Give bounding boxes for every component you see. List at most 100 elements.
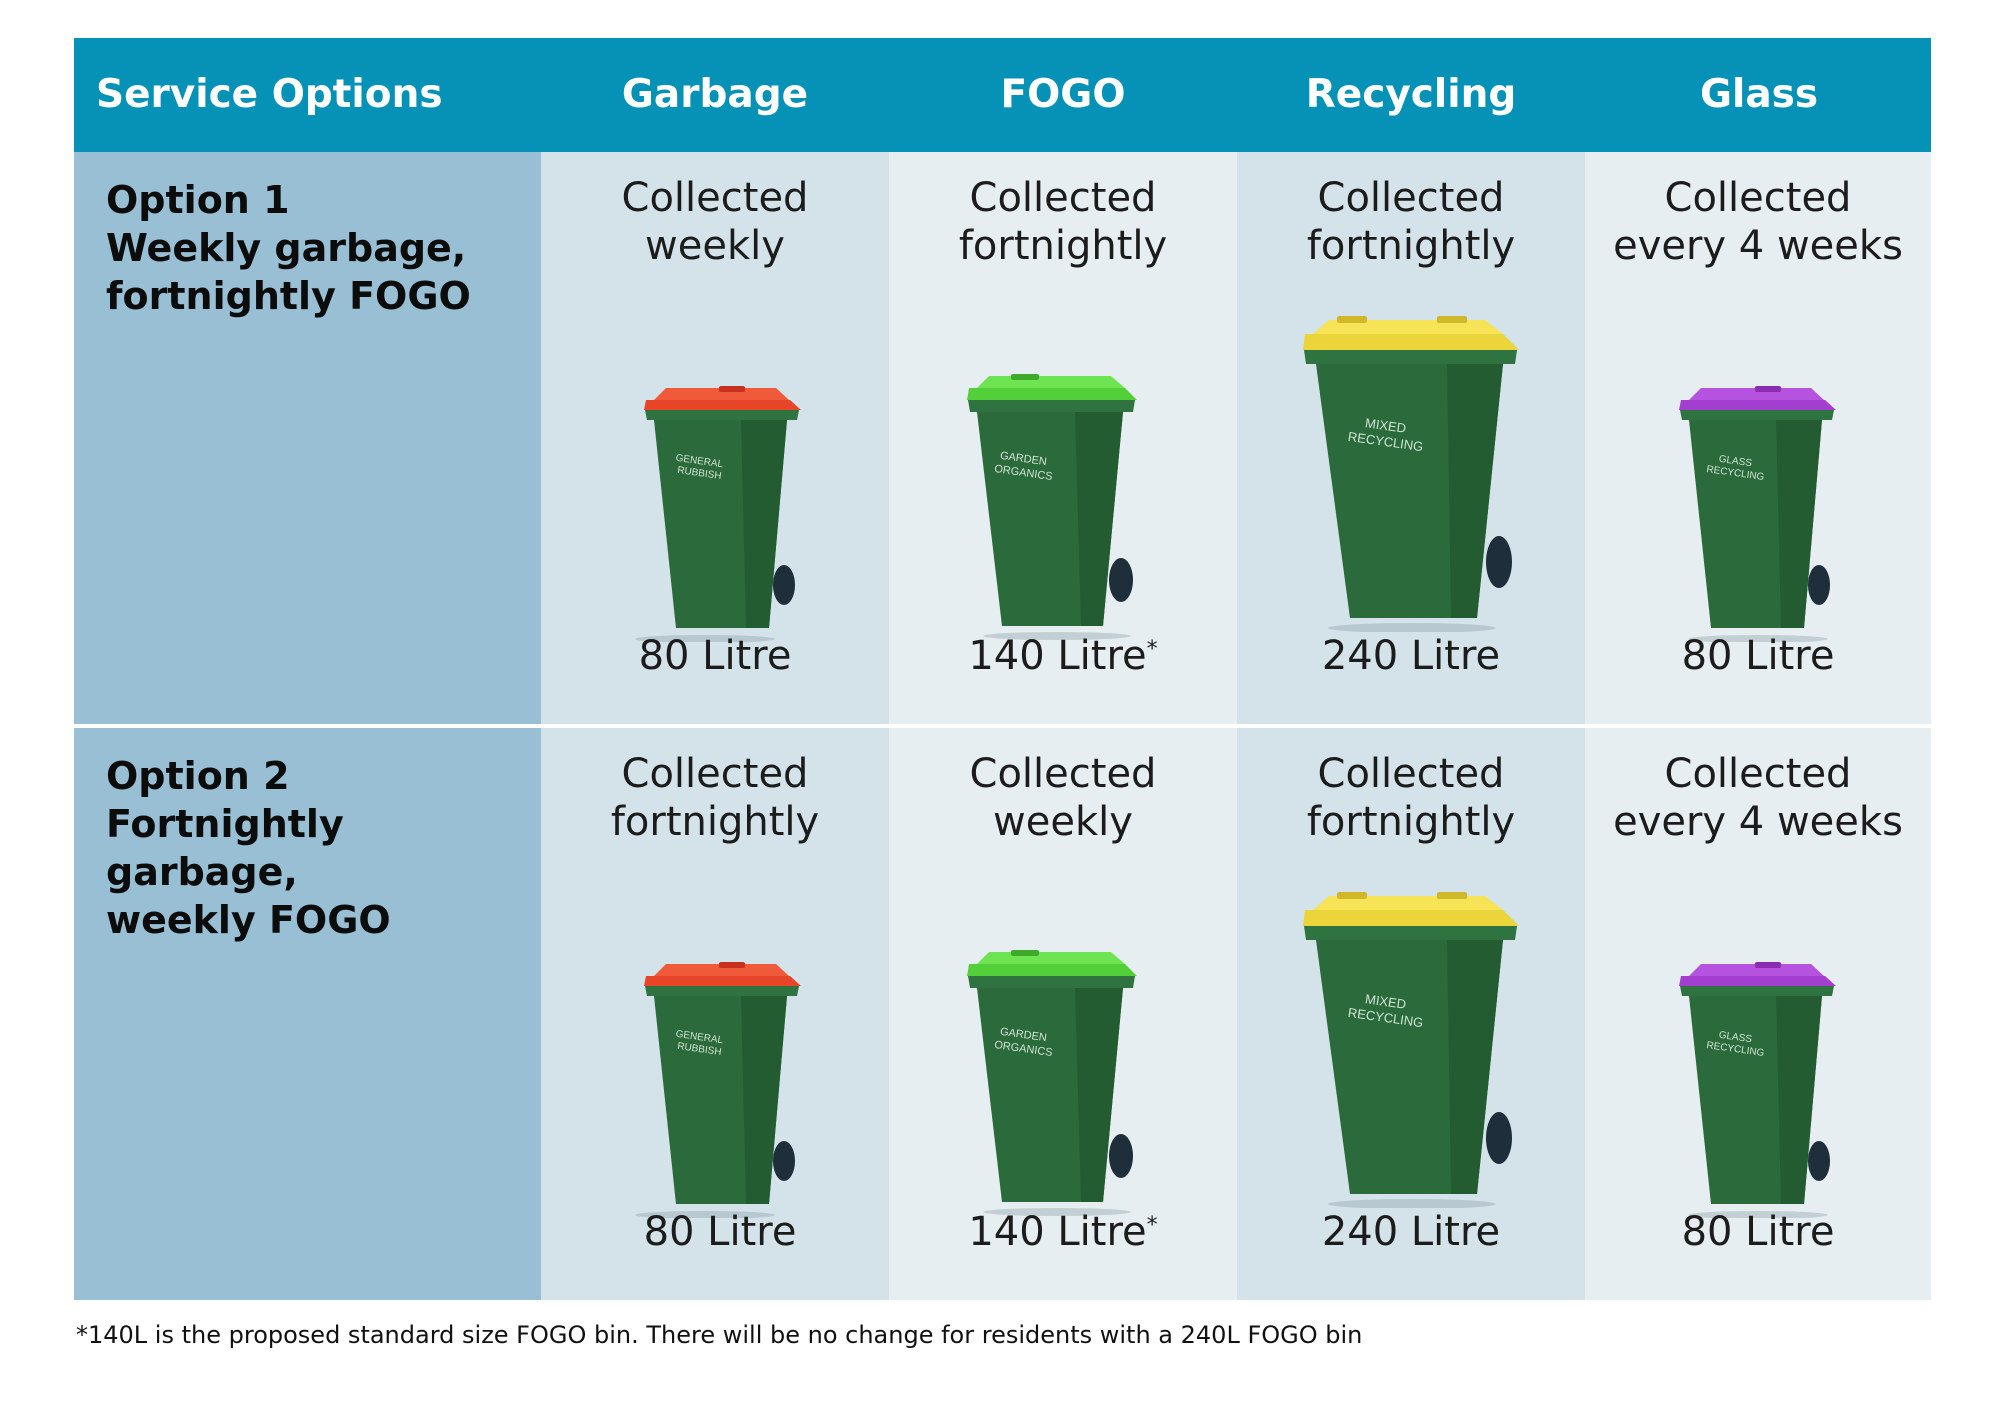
table-header: Service Options Garbage FOGO Recycling G…	[74, 38, 1931, 152]
fogo-bin-icon: GARDEN ORGANICS	[967, 374, 1137, 640]
glass-bin-icon: GLASS RECYCLING	[1679, 386, 1836, 642]
garbage-bin-icon: GENERAL RUBBISH	[635, 386, 801, 642]
bin-rim	[645, 410, 799, 420]
option-1-desc-line2: fortnightly FOGO	[106, 274, 471, 318]
header-fogo: FOGO	[1000, 72, 1126, 117]
footnote: *140L is the proposed standard size FOGO…	[76, 1321, 1363, 1349]
option-1-title: Option 1 Weekly garbage, fortnightly FOG…	[106, 176, 471, 320]
bin-lid	[1303, 334, 1519, 350]
frequency-line2: fortnightly	[958, 223, 1168, 269]
option-2-garbage-frequency: Collected fortnightly	[541, 750, 889, 846]
frequency-line1: Collected	[1664, 751, 1852, 797]
bin-rim	[968, 400, 1135, 412]
option-1-fogo-frequency: Collected fortnightly	[889, 174, 1237, 270]
service-options-table: Service Options Garbage FOGO Recycling G…	[74, 38, 1931, 1306]
frequency-line2: fortnightly	[1306, 223, 1516, 269]
bin-label-line1: MIXED	[1364, 991, 1407, 1012]
frequency-line2: weekly	[993, 799, 1133, 845]
option-1-label-cell: Option 1 Weekly garbage, fortnightly FOG…	[74, 152, 541, 724]
bin-shadow	[1328, 1199, 1496, 1208]
bin-body-side	[1075, 412, 1123, 626]
bin-wheel	[1486, 536, 1512, 588]
bin-wheel	[773, 565, 795, 605]
frequency-line1: Collected	[1664, 175, 1852, 221]
bin-body-side	[1776, 996, 1822, 1204]
bin-lid	[1679, 976, 1836, 986]
bin-handle	[1337, 316, 1367, 323]
option-1-garbage-frequency: Collected weekly	[541, 174, 889, 270]
bin-shadow	[983, 632, 1131, 640]
bin-shadow	[635, 635, 775, 642]
option-2-name: Option 2	[106, 754, 290, 798]
size-value: 140 Litre	[968, 1209, 1147, 1255]
option-2-fogo-size: 140 Litre*	[889, 1208, 1237, 1256]
bin-lid-top	[654, 388, 789, 400]
bin-shadow	[635, 1211, 775, 1218]
recycling-bin-icon: MIXED RECYCLING	[1303, 892, 1519, 1208]
bin-wheel	[773, 1141, 795, 1181]
frequency-line1: Collected	[621, 751, 809, 797]
option-2-glass-cell: Collected every 4 weeks GLASS RECYCLING …	[1585, 728, 1931, 1300]
option-1-recycling-size: 240 Litre	[1321, 633, 1501, 679]
bin-shadow	[983, 1208, 1131, 1216]
option-2-glass-frequency: Collected every 4 weeks	[1585, 750, 1931, 846]
option-2-desc-line1: Fortnightly garbage,	[106, 802, 344, 894]
footnote-marker: *	[1146, 637, 1158, 662]
frequency-line2: fortnightly	[1306, 799, 1516, 845]
bin-lid-top	[1689, 388, 1824, 400]
table-row-option-1: Option 1 Weekly garbage, fortnightly FOG…	[74, 152, 1931, 724]
frequency-line2: fortnightly	[610, 799, 820, 845]
bin-lid	[1303, 910, 1519, 926]
option-1-glass-cell: Collected every 4 weeks GLASS RECYCLING …	[1585, 152, 1931, 724]
bin-rim	[968, 976, 1135, 988]
option-2-label-cell: Option 2 Fortnightly garbage, weekly FOG…	[74, 728, 541, 1300]
fogo-bin-icon: GARDEN ORGANICS	[967, 950, 1137, 1216]
frequency-line1: Collected	[1317, 751, 1505, 797]
bin-lid	[967, 388, 1137, 400]
bin-handle	[1011, 374, 1039, 380]
option-2-fogo-frequency: Collected weekly	[889, 750, 1237, 846]
size-value: 140 Litre	[968, 633, 1147, 679]
bin-handle	[1755, 962, 1781, 968]
bin-rim	[1304, 350, 1517, 364]
header-glass: Glass	[1699, 72, 1819, 117]
bin-label-line1: GLASS	[1718, 1030, 1753, 1046]
option-1-desc-line1: Weekly garbage,	[106, 226, 467, 270]
option-2-garbage-cell: Collected fortnightly GENERAL RUBBISH 80…	[541, 728, 889, 1300]
bin-rim	[1680, 410, 1834, 420]
bin-lid-top	[1313, 896, 1503, 910]
bin-body-side	[741, 996, 787, 1204]
bin-lid	[967, 964, 1137, 976]
bin-handle	[1755, 386, 1781, 392]
header-service-options: Service Options	[96, 72, 443, 117]
bin-label-line1: GLASS	[1718, 454, 1753, 470]
frequency-line2: weekly	[645, 223, 785, 269]
bin-lid	[644, 400, 801, 410]
option-2-recycling-frequency: Collected fortnightly	[1237, 750, 1585, 846]
bin-handle	[719, 386, 745, 392]
bin-lid-top	[977, 952, 1125, 964]
option-1-fogo-cell: Collected fortnightly GARDEN ORGANICS 14…	[889, 152, 1237, 724]
option-2-garbage-size: 80 Litre	[643, 1209, 797, 1255]
bin-lid	[644, 976, 801, 986]
bin-body-side	[1447, 940, 1503, 1194]
option-1-recycling-cell: Collected fortnightly MIXED RECYCLING 24…	[1237, 152, 1585, 724]
frequency-line1: Collected	[969, 175, 1157, 221]
bin-wheel	[1486, 1112, 1512, 1164]
option-1-recycling-frequency: Collected fortnightly	[1237, 174, 1585, 270]
option-2-fogo-cell: Collected weekly GARDEN ORGANICS 140 Lit…	[889, 728, 1237, 1300]
option-1-glass-frequency: Collected every 4 weeks	[1585, 174, 1931, 270]
option-1-name: Option 1	[106, 178, 290, 222]
option-2-recycling-size: 240 Litre	[1321, 1209, 1501, 1255]
option-1-fogo-size: 140 Litre*	[889, 632, 1237, 680]
option-2-desc-line2: weekly FOGO	[106, 898, 391, 942]
bin-wheel	[1109, 1134, 1133, 1178]
option-2-recycling-cell: Collected fortnightly MIXED RECYCLING 24…	[1237, 728, 1585, 1300]
bin-body-side	[1075, 988, 1123, 1202]
glass-bin-icon: GLASS RECYCLING	[1679, 962, 1836, 1218]
bin-lid-top	[1313, 320, 1503, 334]
bin-rim	[1680, 986, 1834, 996]
bin-handle	[719, 962, 745, 968]
header-garbage: Garbage	[621, 72, 809, 117]
bin-body-side	[741, 420, 787, 628]
